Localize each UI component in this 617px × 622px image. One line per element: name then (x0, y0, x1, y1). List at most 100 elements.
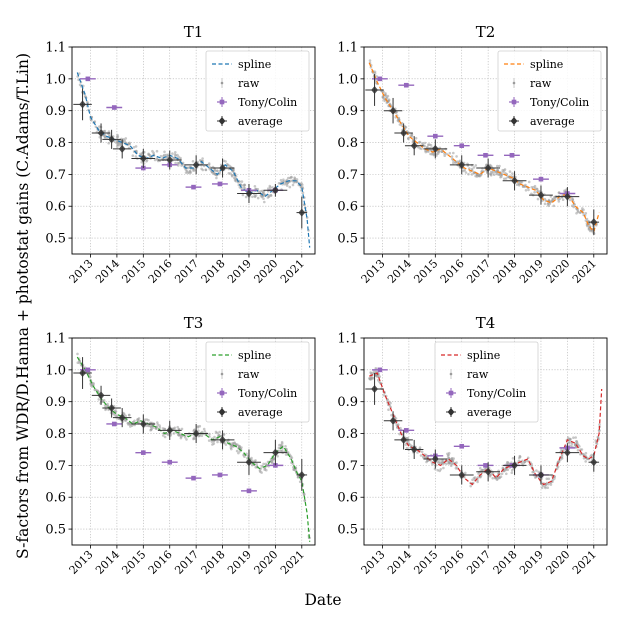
raw-point (158, 426, 162, 429)
y-tick-label: 0.8 (337, 136, 358, 151)
x-tick-label: 2016 (146, 257, 175, 286)
legend-label-spline: spline (467, 349, 500, 362)
raw-point (134, 145, 138, 148)
raw-point (172, 432, 176, 435)
raw-point (431, 463, 434, 466)
raw-point (446, 452, 449, 456)
raw-point (511, 172, 514, 175)
panel-title: T3 (184, 314, 204, 332)
legend: spline raw Tony/Colin average (497, 50, 602, 132)
raw-point (241, 193, 245, 197)
raw-point (407, 137, 410, 141)
raw-point (132, 146, 136, 149)
raw-point (446, 454, 450, 458)
y-tick-label: 0.8 (45, 136, 66, 151)
raw-point (145, 160, 148, 163)
raw-point (131, 154, 135, 157)
raw-point (262, 462, 265, 466)
raw-point (475, 173, 479, 177)
raw-point (173, 153, 177, 156)
raw-point (424, 150, 428, 154)
raw-point (116, 133, 119, 137)
raw-point (290, 175, 293, 179)
raw-point (576, 449, 580, 452)
raw-point (137, 417, 141, 420)
raw-point (76, 352, 79, 356)
raw-point (140, 160, 143, 164)
raw-point (470, 173, 474, 176)
raw-point (268, 184, 272, 188)
raw-point (289, 455, 293, 458)
raw-point (596, 435, 600, 439)
raw-point (279, 443, 283, 447)
raw-point (174, 151, 177, 154)
raw-point (251, 459, 254, 463)
raw-point (581, 207, 584, 210)
raw-point (292, 181, 296, 184)
raw-point (259, 467, 263, 470)
average-point (590, 218, 598, 227)
raw-point (467, 172, 470, 176)
average-point (166, 426, 174, 435)
raw-point (423, 141, 427, 145)
tony-colin-point (217, 472, 223, 478)
legend-label-tony: Tony/Colin (530, 96, 589, 109)
raw-point (258, 470, 262, 473)
legend: spline raw Tony/Colin average (434, 341, 539, 423)
y-tick-label: 0.8 (45, 427, 66, 442)
raw-point (510, 469, 514, 472)
raw-point (581, 452, 585, 456)
raw-point (574, 436, 577, 439)
raw-point (147, 418, 150, 422)
y-tick-label: 1.1 (45, 332, 66, 347)
raw-point (301, 191, 305, 195)
raw-point (163, 150, 166, 154)
raw-point (174, 161, 177, 165)
raw-point (213, 435, 216, 439)
raw-point (454, 161, 457, 164)
y-tick-label: 0.5 (45, 232, 66, 247)
raw-point (471, 478, 474, 482)
raw-point (387, 408, 390, 412)
legend-average-diamond (218, 117, 226, 125)
legend-tony-square (219, 390, 225, 396)
raw-point (414, 136, 418, 140)
raw-point (368, 377, 371, 380)
raw-point (419, 454, 423, 457)
raw-point (450, 155, 454, 158)
figure-ylabel: S-factors from WDR/D.Hanna + photostat g… (14, 53, 32, 559)
raw-point (551, 478, 555, 482)
raw-point (176, 433, 180, 437)
raw-point (587, 227, 591, 230)
raw-point (128, 142, 131, 146)
average-point (166, 156, 174, 165)
y-tick-label: 0.7 (45, 168, 66, 183)
raw-point (395, 110, 399, 114)
legend-box (205, 341, 310, 423)
y-ticks: 0.5 0.6 0.7 0.8 0.9 1.0 1.1 (45, 332, 72, 538)
raw-point (394, 417, 398, 420)
raw-point (231, 441, 234, 445)
tony-colin-point (167, 459, 173, 465)
average-points (73, 357, 308, 491)
raw-point (385, 95, 388, 98)
raw-point (580, 448, 584, 451)
raw-point (455, 465, 458, 468)
y-tick-label: 0.6 (337, 200, 358, 215)
raw-point (535, 469, 538, 472)
raw-point (134, 155, 138, 158)
raw-point (256, 196, 260, 200)
raw-point (533, 184, 537, 188)
average-point (108, 135, 116, 144)
raw-point (586, 457, 589, 461)
raw-point (584, 212, 588, 215)
raw-point (537, 470, 540, 474)
legend-label-average: average (238, 406, 283, 419)
raw-point (504, 177, 508, 180)
y-tick-label: 0.5 (45, 523, 66, 538)
figure-xlabel: Date (304, 591, 341, 609)
raw-point (265, 468, 268, 472)
raw-point (533, 191, 536, 194)
average-point (271, 186, 279, 195)
raw-point (445, 152, 448, 156)
